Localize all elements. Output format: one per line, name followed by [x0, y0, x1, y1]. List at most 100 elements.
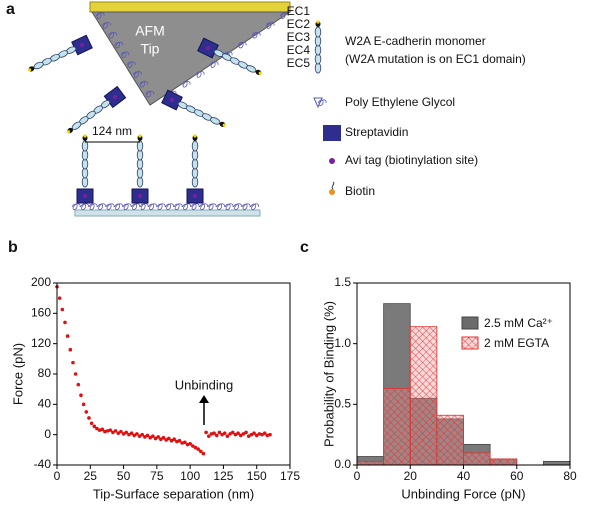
data-point	[113, 429, 118, 433]
data-point	[119, 429, 123, 434]
x-tick-label: 75	[150, 469, 164, 483]
data-point	[65, 334, 70, 338]
y-tick-label: 40	[38, 397, 52, 411]
x-tick-label: 175	[280, 469, 300, 483]
biotin-icon	[329, 189, 335, 195]
cadherin-domain	[191, 149, 199, 161]
peg	[216, 203, 226, 210]
cadherin-tip-mark	[222, 123, 226, 127]
data-point	[254, 433, 259, 438]
peg-icon	[313, 97, 323, 109]
data-point	[241, 432, 246, 436]
peg	[114, 203, 124, 210]
cadherin-domain	[314, 26, 322, 38]
data-point	[172, 437, 176, 442]
histogram-bar	[436, 414, 464, 466]
y-tick-label: 0	[44, 427, 51, 441]
cadherin-domain	[191, 158, 199, 170]
peg	[131, 203, 141, 210]
data-point	[268, 432, 272, 437]
legend-text: Biotin	[345, 184, 375, 198]
data-point	[214, 433, 219, 438]
data-point	[222, 431, 227, 435]
peg	[139, 80, 148, 88]
cadherin-tip-mark	[66, 130, 71, 134]
annotation: Unbinding	[175, 377, 234, 392]
data-point	[220, 432, 224, 437]
cadherin-domain	[81, 158, 89, 170]
avi-tag	[80, 43, 84, 47]
data-point	[249, 432, 254, 437]
peg	[120, 51, 130, 59]
x-tick-label: 150	[247, 469, 267, 483]
domain-label: EC3	[287, 30, 311, 44]
data-point	[145, 433, 150, 438]
peg	[108, 31, 117, 39]
data-point	[156, 435, 160, 439]
cadherin-domain	[246, 65, 257, 73]
avi-tag	[193, 194, 197, 198]
cadherin-domain	[81, 149, 89, 161]
peg	[97, 203, 107, 210]
data-point	[132, 433, 137, 438]
peg	[80, 203, 90, 210]
data-point	[92, 424, 97, 429]
y-tick-label: 120	[31, 336, 51, 350]
y-tick-label: 1.5	[334, 275, 351, 289]
x-tick-label: 80	[563, 469, 577, 483]
peg	[95, 12, 105, 19]
data-point	[177, 438, 182, 443]
peg	[182, 203, 192, 210]
peg	[190, 203, 200, 210]
x-tick-label: 100	[180, 469, 200, 483]
data-point	[183, 440, 187, 445]
cadherin-domain	[314, 44, 322, 56]
cadherin-tip-mark	[258, 71, 262, 75]
data-point	[188, 441, 192, 446]
cadherin-domain	[314, 62, 322, 74]
tip-label: Tip	[141, 41, 160, 57]
avi-tag	[113, 95, 117, 99]
data-point	[167, 436, 171, 441]
avi-icon	[329, 158, 335, 164]
peg	[233, 203, 243, 210]
histogram-bar	[463, 452, 491, 466]
data-point	[246, 434, 251, 438]
cadherin-domain	[81, 176, 89, 188]
annotation-arrowhead	[199, 395, 209, 403]
data-point	[127, 432, 131, 437]
cadherin-domain	[136, 149, 144, 161]
legend-text: W2A E-cadherin monomer	[345, 34, 486, 48]
peg	[195, 71, 205, 78]
y-tick-label: 160	[31, 306, 51, 320]
peg	[224, 203, 234, 210]
peg	[132, 71, 142, 78]
peg	[279, 12, 289, 19]
y-axis-label: Force (pN)	[10, 343, 25, 405]
cadherin-domain	[191, 176, 199, 188]
data-point	[63, 320, 67, 325]
x-axis-label: Unbinding Force (pN)	[401, 486, 525, 501]
histogram-bar	[383, 388, 411, 466]
domain-label: EC2	[287, 17, 311, 31]
data-point	[137, 434, 142, 438]
cadherin-domain	[191, 140, 199, 152]
domain-label: EC1	[287, 4, 311, 18]
peg	[101, 22, 111, 29]
peg	[207, 203, 217, 210]
data-point	[140, 432, 145, 437]
data-point	[161, 435, 166, 440]
data-point	[262, 431, 267, 435]
data-point	[87, 416, 91, 420]
cadherin-domain	[81, 167, 89, 179]
peg	[105, 203, 115, 210]
data-point	[81, 402, 86, 407]
data-point	[76, 382, 81, 387]
x-tick-label: 125	[213, 469, 233, 483]
data-point	[153, 436, 158, 441]
peg	[199, 203, 209, 210]
x-tick-label: 0	[354, 469, 361, 483]
peg	[156, 203, 166, 210]
cadherin-tip-mark	[27, 68, 32, 72]
